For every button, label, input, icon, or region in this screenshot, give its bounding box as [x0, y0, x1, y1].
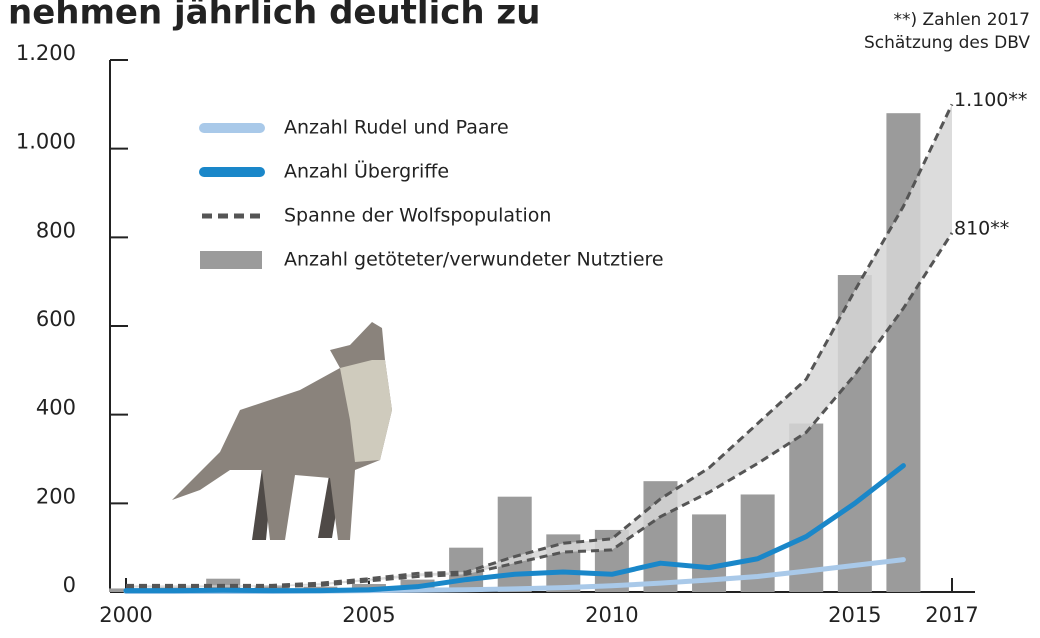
x-tick-label: 2017	[925, 603, 978, 627]
x-tick-label: 2015	[828, 603, 881, 627]
page: nehmen jährlich deutlich zu **) Zahlen 2…	[0, 0, 1040, 638]
y-tick-label: 1.000	[16, 130, 76, 154]
bar	[789, 424, 823, 592]
y-tick-label: 200	[36, 484, 76, 508]
note: Schätzung des DBV	[864, 33, 1030, 53]
legend-swatch	[200, 251, 262, 269]
y-tick-label: 400	[36, 396, 76, 420]
y-tick-label: 800	[36, 218, 76, 242]
value-label: 810**	[954, 217, 1009, 239]
chart-title: nehmen jährlich deutlich zu	[8, 0, 540, 33]
x-tick-label: 2000	[99, 603, 152, 627]
y-tick-label: 600	[36, 307, 76, 331]
legend-label: Anzahl Übergriffe	[284, 160, 449, 183]
y-tick-label: 1.200	[16, 41, 76, 65]
x-tick-label: 2005	[342, 603, 395, 627]
note: **) Zahlen 2017	[894, 10, 1031, 30]
chart: nehmen jährlich deutlich zu **) Zahlen 2…	[0, 0, 1040, 634]
y-tick-label: 0	[63, 573, 76, 597]
legend-label: Anzahl getöteter/verwundeter Nutztiere	[284, 249, 664, 271]
x-tick-label: 2010	[585, 603, 638, 627]
wolf-illustration	[172, 322, 392, 540]
legend-label: Spanne der Wolfspopulation	[284, 205, 551, 227]
legend-label: Anzahl Rudel und Paare	[284, 117, 509, 139]
value-label: 1.100**	[954, 89, 1027, 111]
